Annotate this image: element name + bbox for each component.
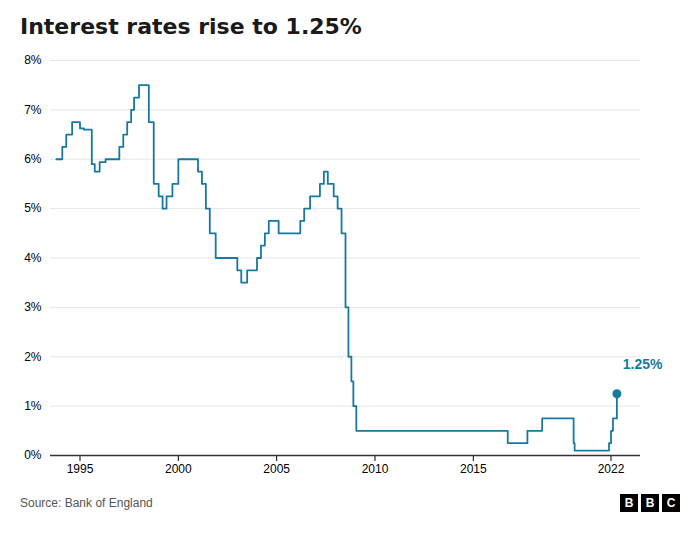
svg-text:2000: 2000 bbox=[165, 462, 192, 476]
svg-text:2015: 2015 bbox=[460, 462, 487, 476]
svg-text:5%: 5% bbox=[24, 201, 42, 215]
html-text:Interest rates rise to 1.25%: Interest rates rise to 1.25% bbox=[20, 14, 362, 39]
svg-text:2%: 2% bbox=[24, 350, 42, 364]
html-text:B: B bbox=[624, 496, 634, 510]
svg-text:2005: 2005 bbox=[263, 462, 290, 476]
html-text:Source: Bank of England: Source: Bank of England bbox=[20, 496, 153, 510]
svg-text:1%: 1% bbox=[24, 399, 42, 413]
svg-text:3%: 3% bbox=[24, 300, 42, 314]
svg-text:1995: 1995 bbox=[67, 462, 94, 476]
svg-text:2022: 2022 bbox=[598, 462, 625, 476]
svg-text:8%: 8% bbox=[24, 53, 42, 67]
svg-text:2010: 2010 bbox=[362, 462, 389, 476]
html-text:C: C bbox=[666, 496, 676, 510]
svg-text:1.25%: 1.25% bbox=[623, 356, 663, 372]
svg-text:4%: 4% bbox=[24, 251, 42, 265]
svg-text:6%: 6% bbox=[24, 152, 42, 166]
svg-text:0%: 0% bbox=[24, 448, 42, 462]
svg-text:7%: 7% bbox=[24, 103, 42, 117]
html-text:B: B bbox=[645, 496, 655, 510]
